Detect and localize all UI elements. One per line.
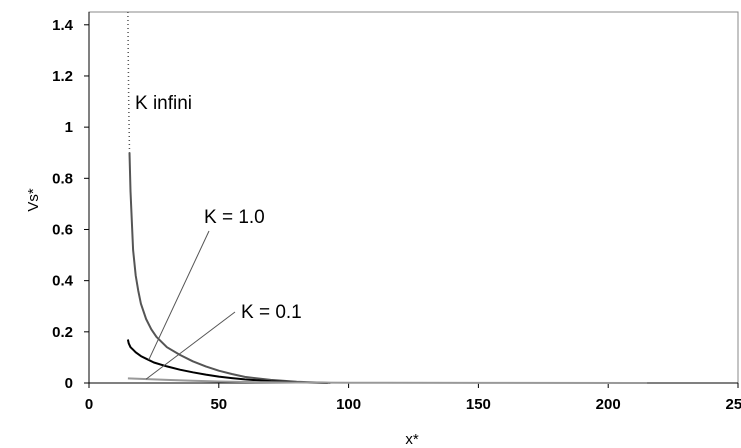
x-tick-label: 200 xyxy=(596,396,621,413)
series-k-infini-line xyxy=(128,152,331,384)
ticks: 0 50 100 150 200 250 0 0.2 0.4 0.6 0.8 1 1.2 1.4 xyxy=(52,17,741,413)
x-axis-title: x* xyxy=(405,431,419,448)
y-tick-label: 0.8 xyxy=(52,170,73,187)
annotation-k-infini: K infini xyxy=(135,93,192,114)
y-tick-label: 0.6 xyxy=(52,221,73,238)
annotation-k-1: K = 1.0 xyxy=(204,207,265,228)
y-tick-label: 1 xyxy=(65,119,73,136)
annotation-k-01: K = 0.1 xyxy=(241,302,302,323)
x-tick-label: 250 xyxy=(725,396,741,413)
y-axis-title: Vs* xyxy=(25,188,42,212)
series-k-infini-dotted-segment xyxy=(127,11,131,153)
leader-line-k-01 xyxy=(145,311,236,380)
y-tick-label: 0 xyxy=(65,375,73,392)
plot-area xyxy=(88,11,739,384)
leader-line-k-1 xyxy=(148,230,210,361)
y-tick-label: 1.2 xyxy=(52,68,73,85)
y-tick-label: 0.4 xyxy=(52,273,74,290)
x-tick-label: 150 xyxy=(466,396,491,413)
series-k-01-line xyxy=(127,377,648,384)
x-tick-label: 100 xyxy=(336,396,361,413)
y-tick-label: 0.2 xyxy=(52,324,73,341)
x-tick-label: 0 xyxy=(85,396,93,413)
annotation-lines xyxy=(145,230,236,380)
x-tick-label: 50 xyxy=(210,396,227,413)
series-k-1-line xyxy=(126,339,328,384)
y-tick-label: 1.4 xyxy=(52,17,74,34)
series-layer xyxy=(126,11,648,384)
